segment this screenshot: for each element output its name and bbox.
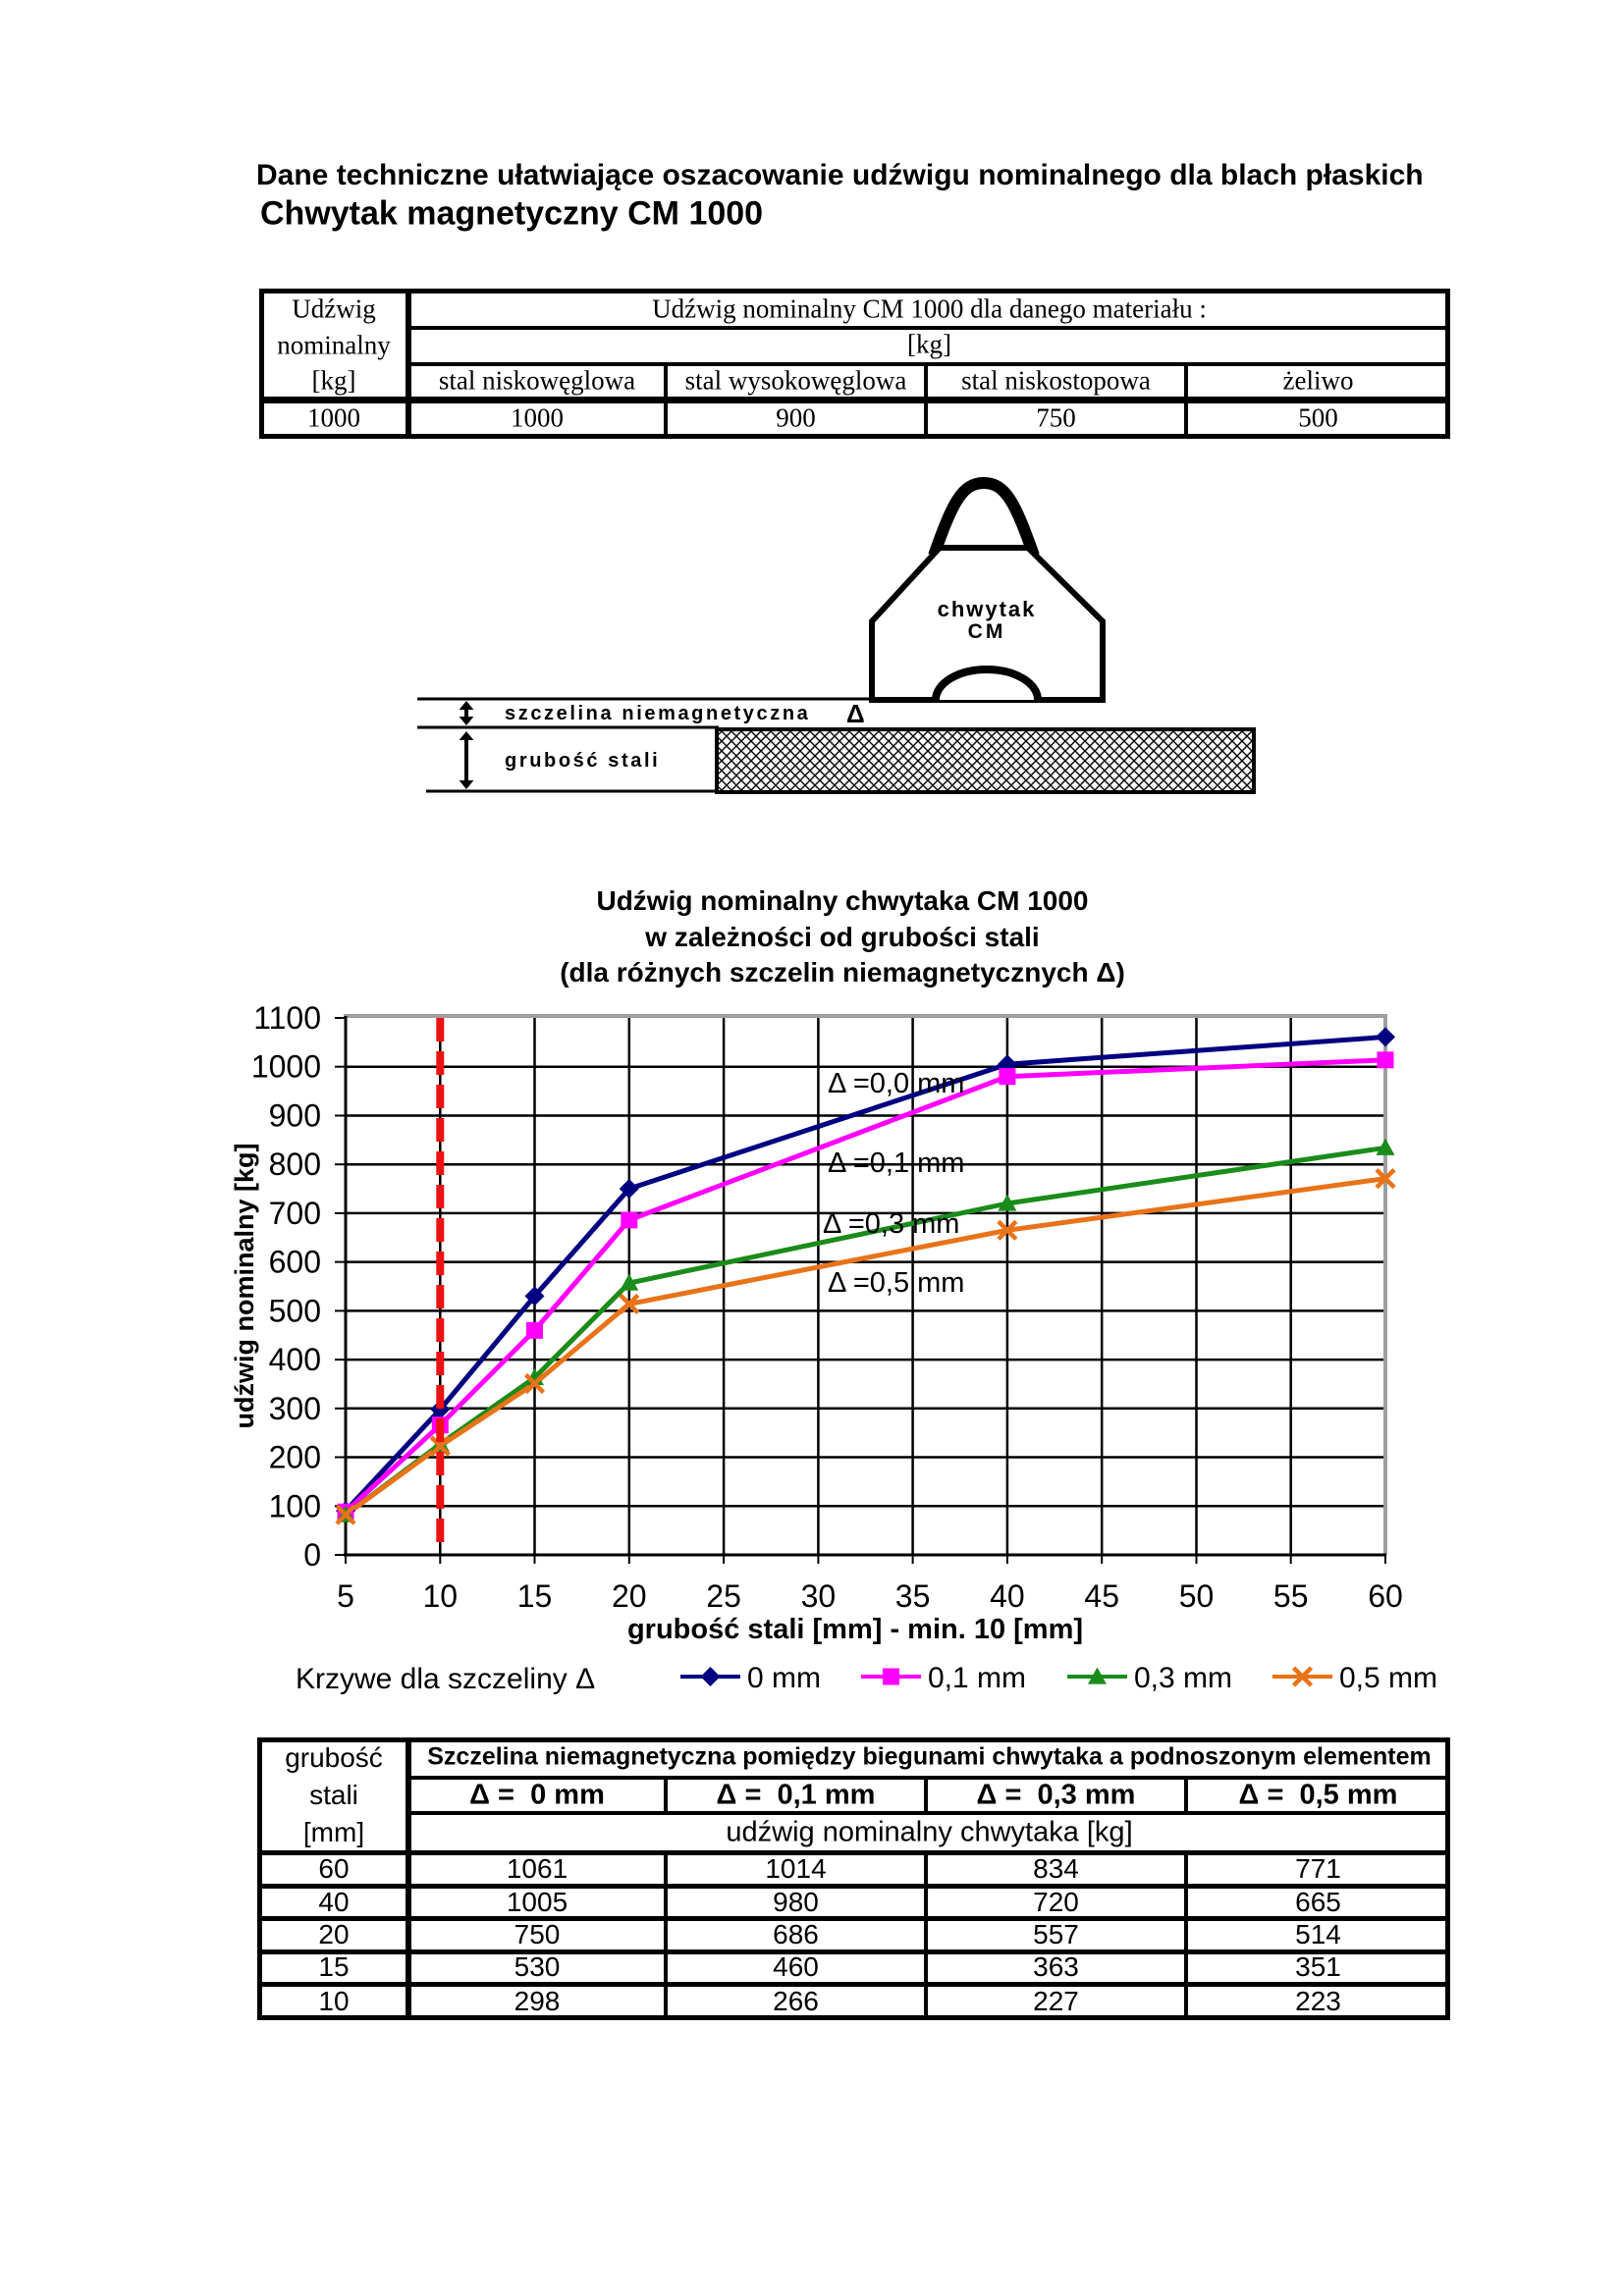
svg-text:0: 0 [303,1537,321,1573]
svg-text:20: 20 [612,1578,647,1614]
svg-text:5: 5 [337,1578,354,1614]
svg-text:15: 15 [517,1578,553,1614]
svg-text:800: 800 [269,1147,321,1182]
svg-text:Krzywe dla szczeliny Δ: Krzywe dla szczeliny Δ [296,1663,595,1695]
svg-text:30: 30 [801,1578,837,1614]
svg-text:1100: 1100 [253,1001,321,1036]
svg-text:300: 300 [269,1391,321,1426]
svg-text:45: 45 [1084,1578,1119,1614]
svg-text:0,3 mm: 0,3 mm [1134,1662,1232,1694]
svg-text:grubość stali [mm] - min. 10 [: grubość stali [mm] - min. 10 [mm] [627,1614,1083,1645]
svg-text:Δ =0,0 mm: Δ =0,0 mm [828,1068,964,1099]
svg-text:0 mm: 0 mm [747,1662,821,1694]
svg-text:Δ =0,1 mm: Δ =0,1 mm [828,1148,964,1179]
svg-text:500: 500 [269,1293,321,1328]
svg-text:55: 55 [1273,1578,1309,1614]
svg-text:200: 200 [269,1440,321,1475]
svg-text:0,1 mm: 0,1 mm [928,1662,1026,1694]
svg-text:Δ =0,3 mm: Δ =0,3 mm [823,1208,959,1240]
svg-text:Δ =0,5 mm: Δ =0,5 mm [828,1267,964,1299]
svg-text:600: 600 [269,1245,321,1280]
svg-text:1000: 1000 [251,1049,321,1085]
svg-text:900: 900 [269,1098,321,1134]
svg-text:50: 50 [1179,1578,1215,1614]
svg-text:25: 25 [706,1578,741,1614]
svg-text:700: 700 [269,1196,321,1231]
svg-text:udźwig nominalny [kg]: udźwig nominalny [kg] [230,1144,259,1429]
svg-text:szczelina niemagnetyczna: szczelina niemagnetyczna [505,703,810,724]
svg-text:400: 400 [269,1342,321,1377]
svg-text:chwytak: chwytak [938,597,1037,621]
svg-text:grubość stali: grubość stali [505,750,660,772]
svg-text:60: 60 [1368,1578,1403,1614]
svg-text:100: 100 [269,1488,321,1523]
svg-text:35: 35 [895,1578,931,1614]
svg-text:CM: CM [968,620,1006,643]
svg-text:40: 40 [990,1578,1025,1614]
svg-text:10: 10 [423,1578,459,1614]
svg-text:0,5 mm: 0,5 mm [1339,1662,1437,1694]
svg-text:Δ: Δ [846,699,865,728]
